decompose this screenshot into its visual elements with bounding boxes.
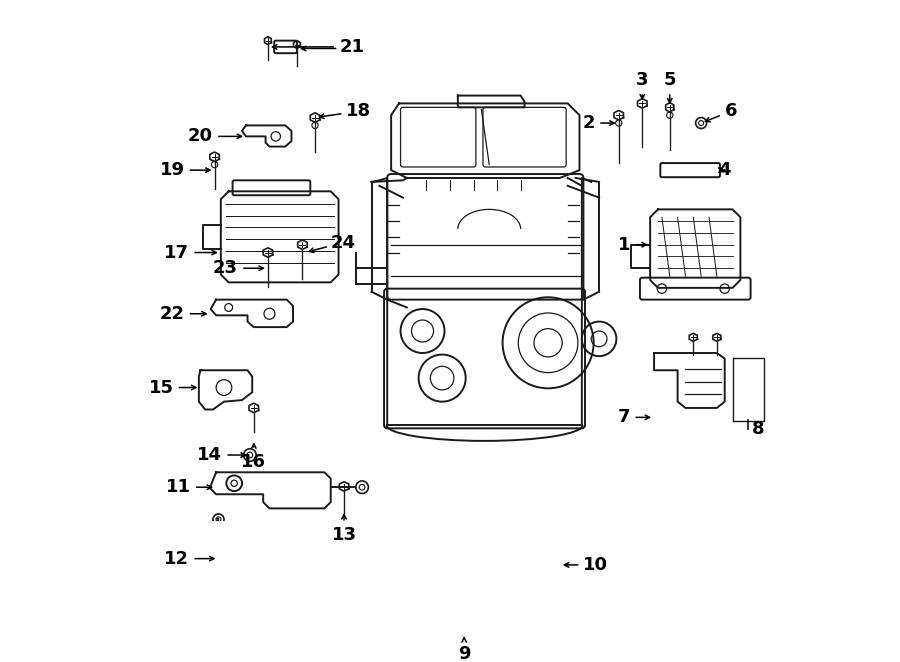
Text: 23: 23 xyxy=(213,260,264,277)
Text: 5: 5 xyxy=(663,71,676,103)
Text: 24: 24 xyxy=(330,234,356,252)
Text: 22: 22 xyxy=(159,305,206,323)
Text: 9: 9 xyxy=(458,638,471,662)
Text: 3: 3 xyxy=(636,71,649,99)
Text: 20: 20 xyxy=(188,127,241,146)
Text: 12: 12 xyxy=(165,549,214,567)
Text: 10: 10 xyxy=(564,556,608,574)
Text: 8: 8 xyxy=(752,420,765,438)
Text: 4: 4 xyxy=(718,161,731,179)
Text: 21: 21 xyxy=(340,38,365,56)
Text: 15: 15 xyxy=(148,379,196,397)
Text: 16: 16 xyxy=(241,444,266,471)
Text: 18: 18 xyxy=(320,102,372,120)
Text: 19: 19 xyxy=(159,161,210,179)
Text: 14: 14 xyxy=(197,446,246,464)
Text: 11: 11 xyxy=(166,478,212,496)
Text: 7: 7 xyxy=(618,408,650,426)
Text: 6: 6 xyxy=(706,102,737,122)
Text: 2: 2 xyxy=(582,114,615,132)
Text: 1: 1 xyxy=(618,236,646,254)
Text: 13: 13 xyxy=(331,514,356,544)
Text: 17: 17 xyxy=(165,244,216,261)
